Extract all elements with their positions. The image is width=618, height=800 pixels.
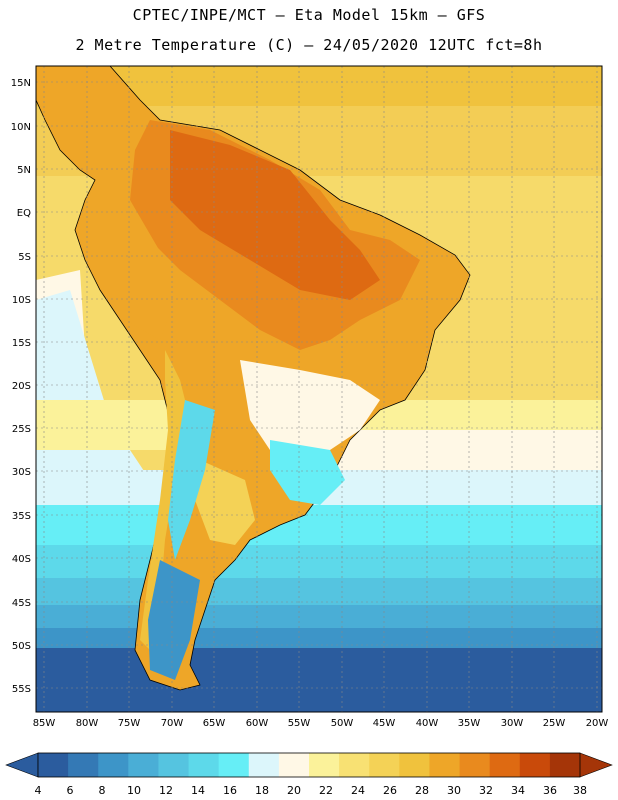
lon-tick-label: 60W	[246, 718, 269, 729]
lat-tick-label: 20S	[12, 381, 31, 392]
colorbar-label: 38	[573, 784, 587, 797]
lat-tick-label: 40S	[12, 554, 31, 565]
lat-tick-label: 15N	[11, 78, 31, 89]
colorbar-swatch	[128, 753, 159, 777]
lat-tick-label: 5S	[18, 252, 31, 263]
colorbar-label: 24	[351, 784, 365, 797]
colorbar-swatch	[489, 753, 521, 777]
colorbar-label: 12	[159, 784, 173, 797]
colorbar-swatch	[38, 753, 69, 777]
map-title: CPTEC/INPE/MCT – Eta Model 15km – GFS	[132, 6, 486, 24]
colorbar-label: 18	[255, 784, 269, 797]
lon-tick-label: 55W	[288, 718, 311, 729]
colorbar-label: 10	[127, 784, 141, 797]
lat-tick-label: 15S	[12, 338, 31, 349]
map-subtitle: 2 Metre Temperature (C) – 24/05/2020 12U…	[75, 36, 543, 54]
lon-tick-label: 45W	[373, 718, 396, 729]
lat-tick-label: 5N	[17, 165, 31, 176]
longitude-axis: 85W 80W 75W 70W 65W 60W 55W 50W 45W 40W …	[33, 718, 609, 729]
map-plot-area	[36, 66, 602, 712]
colorbar-swatch	[278, 753, 310, 777]
lon-tick-label: 20W	[586, 718, 609, 729]
colorbar-swatch	[158, 753, 190, 777]
colorbar-swatch	[248, 753, 280, 777]
lat-tick-label: 50S	[12, 641, 31, 652]
lat-tick-label: 25S	[12, 424, 31, 435]
lat-tick-label: 35S	[12, 511, 31, 522]
lon-tick-label: 50W	[331, 718, 354, 729]
lon-tick-label: 70W	[161, 718, 184, 729]
colorbar-low-arrow	[5, 752, 39, 778]
colorbar-swatch	[98, 753, 129, 777]
latitude-axis: 15N 10N 5N EQ 5S 10S 15S 20S 25S 30S 35S…	[11, 78, 31, 695]
lon-tick-label: 75W	[118, 718, 141, 729]
lon-tick-label: 35W	[458, 718, 481, 729]
colorbar-label: 34	[511, 784, 525, 797]
lon-tick-label: 40W	[416, 718, 439, 729]
colorbar-high-arrow	[579, 752, 613, 778]
colorbar-swatch	[369, 753, 400, 777]
colorbar-swatch	[309, 753, 340, 777]
colorbar-swatch	[399, 753, 430, 777]
colorbar-label: 32	[479, 784, 493, 797]
colorbar-label: 8	[99, 784, 106, 797]
colorbar: 4 6 8 10 12 14 16 18 20 22 24 26 28 30 3…	[5, 752, 613, 797]
colorbar-label: 14	[191, 784, 205, 797]
colorbar-label: 16	[223, 784, 237, 797]
colorbar-label: 28	[415, 784, 429, 797]
colorbar-swatch	[459, 753, 491, 777]
lon-tick-label: 85W	[33, 718, 56, 729]
colorbar-label: 36	[543, 784, 557, 797]
colorbar-swatch	[188, 753, 220, 777]
colorbar-label: 6	[67, 784, 74, 797]
colorbar-frame	[37, 752, 581, 778]
colorbar-swatch	[549, 753, 581, 777]
lat-tick-label: 10S	[12, 295, 31, 306]
lat-tick-label: 45S	[12, 598, 31, 609]
colorbar-label: 26	[383, 784, 397, 797]
colorbar-swatch	[519, 753, 551, 777]
map-frame	[35, 65, 603, 713]
colorbar-label: 22	[319, 784, 333, 797]
lon-tick-label: 80W	[76, 718, 99, 729]
lat-tick-label: EQ	[17, 208, 31, 219]
lon-tick-label: 65W	[203, 718, 226, 729]
lat-tick-label: 10N	[11, 122, 31, 133]
colorbar-label: 4	[35, 784, 42, 797]
colorbar-label: 30	[447, 784, 461, 797]
lat-tick-label: 30S	[12, 467, 31, 478]
lat-tick-label: 55S	[12, 684, 31, 695]
colorbar-label: 20	[287, 784, 301, 797]
colorbar-swatch	[429, 753, 461, 777]
colorbar-swatch	[218, 753, 250, 777]
lon-tick-label: 25W	[543, 718, 566, 729]
colorbar-swatch	[339, 753, 370, 777]
colorbar-swatch	[68, 753, 99, 777]
lon-tick-label: 30W	[501, 718, 524, 729]
